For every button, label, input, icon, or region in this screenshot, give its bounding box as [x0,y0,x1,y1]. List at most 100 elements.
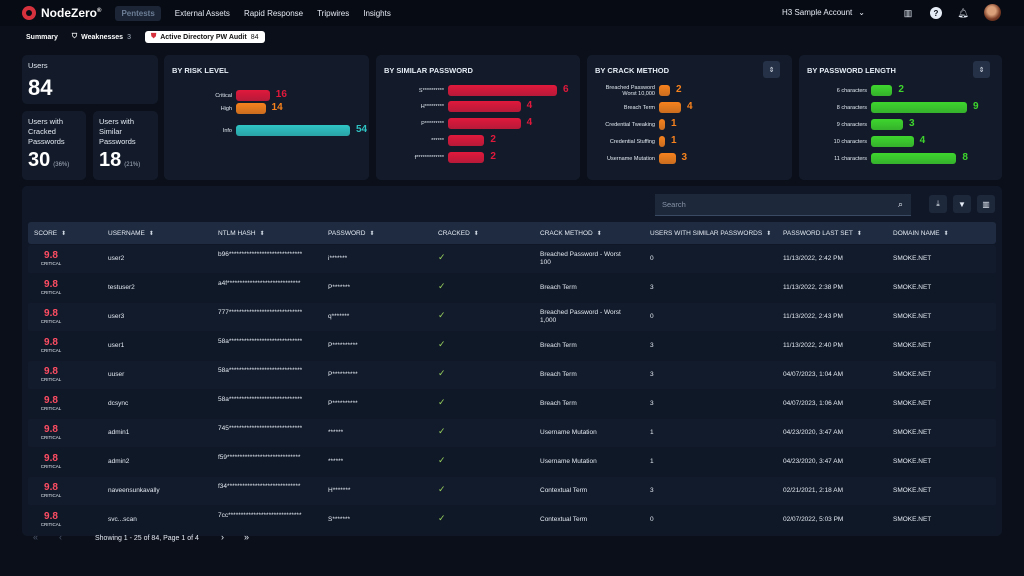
download-button[interactable]: ⤓ [929,195,947,213]
bar[interactable] [871,85,893,96]
score-level: CRITICAL [40,493,62,498]
score-value: 9.8 [44,308,58,319]
table-row[interactable]: 9.8 CRITICAL admin1 745********************… [28,419,996,447]
score-level: CRITICAL [40,522,62,527]
nav-item-pentests[interactable]: Pentests [115,5,161,21]
hash-cell: 745***************************** [218,425,303,432]
table-row[interactable]: 9.8 CRITICAL testuser2 a4f*****************… [28,274,996,302]
bar[interactable] [659,85,670,96]
similar-count-cell: 1 [650,429,654,436]
hash-cell: a4f***************************** [218,280,301,287]
bar[interactable] [448,135,485,146]
bar-value-label: 8 [962,152,968,163]
similar-card: Users with Similar Passwords 18 (21%) [93,111,158,180]
account-selector[interactable]: H3 Sample Account ⌄ [782,8,865,17]
sort-button[interactable]: ⇕ [763,61,780,78]
nav-item-external-assets[interactable]: External Assets [174,8,230,18]
bar[interactable] [448,152,485,163]
table-row[interactable]: 9.8 CRITICAL user1 58a*********************… [28,332,996,360]
help-icon[interactable]: ? [930,7,942,19]
bar[interactable] [659,119,665,130]
bar[interactable] [236,90,270,101]
column-header-label: DOMAIN NAME [893,230,940,237]
similar-count-cell: 0 [650,516,654,523]
subtab-active-directory-pw-audit[interactable]: ⛊ Active Directory PW Audit 84 [144,31,265,43]
score-level: CRITICAL [40,377,62,382]
bar-category-label: High [220,106,232,112]
bar-value-label: 4 [687,101,693,112]
cracked-cell: ✓ [438,252,446,262]
nav-item-rapid-response[interactable]: Rapid Response [243,8,304,18]
bar[interactable] [448,101,521,112]
column-header-label: PASSWORD [328,230,366,237]
table-row[interactable]: 9.8 CRITICAL admin2 f59********************… [28,448,996,476]
table-row[interactable]: 9.8 CRITICAL uuser 58a*********************… [28,361,996,389]
column-header-domain-name[interactable]: DOMAIN NAME ⬍ [893,230,949,237]
columns-button[interactable]: ▥ [977,195,995,213]
bar[interactable] [871,119,903,130]
column-header-users-with-similar-passwords[interactable]: USERS WITH SIMILAR PASSWORDS ⬍ [650,230,771,237]
bar[interactable] [871,153,957,164]
score-value: 9.8 [44,424,58,435]
bar[interactable] [448,118,521,129]
table-row[interactable]: 9.8 CRITICAL user3 777*********************… [28,303,996,331]
cracked-cell: ✓ [438,339,446,349]
table-header: SCORE ⬍ USERNAME ⬍ NTLM HASH ⬍ PASSWORD ⬍ CRACKE… [28,222,996,244]
bar-value-label: 6 [563,84,569,95]
column-header-password[interactable]: PASSWORD ⬍ [328,230,374,237]
column-header-score[interactable]: SCORE ⬍ [34,230,66,237]
map-icon[interactable]: ▥ [903,7,913,18]
subtab-weaknesses[interactable]: ⛉ Weaknesses 3 [72,33,131,41]
last-page-button[interactable]: » [244,532,250,542]
next-page-button[interactable]: › [221,532,224,542]
search-icon[interactable]: ⌕ [897,199,903,209]
bar[interactable] [659,153,676,164]
hash-cell: f34***************************** [218,483,301,490]
column-header-ntlm-hash[interactable]: NTLM HASH ⬍ [218,230,265,237]
similar-count-cell: 3 [650,400,654,407]
subtab-summary[interactable]: Summary [26,34,58,41]
bell-icon[interactable]: 🔔︎ [957,7,969,18]
bar[interactable] [659,102,681,113]
score-value: 9.8 [44,366,58,377]
nav-item-tripwires[interactable]: Tripwires [317,8,350,18]
avatar[interactable] [984,4,1001,21]
prev-page-button[interactable]: ‹ [59,532,62,542]
bar[interactable] [871,102,967,113]
first-page-button[interactable]: « [33,532,39,542]
column-header-password-last-set[interactable]: PASSWORD LAST SET ⬍ [783,230,862,237]
table-row[interactable]: 9.8 CRITICAL user2 b96*********************… [28,245,996,273]
users-label: Users [28,61,48,70]
column-header-username[interactable]: USERNAME ⬍ [108,230,154,237]
nodezero-logo[interactable]: NodeZero® [22,6,101,20]
filter-button[interactable]: ▼ [953,195,971,213]
bar-category-label: Critical [215,93,232,99]
table-row[interactable]: 9.8 CRITICAL svc...scan 7cc****************… [28,506,996,534]
bar[interactable] [448,85,557,96]
bar[interactable] [236,125,350,136]
bar-category-label: f************* [414,155,444,161]
column-header-label: CRACK METHOD [540,230,593,237]
column-header-label: USERNAME [108,230,145,237]
column-header-crack-method[interactable]: CRACK METHOD ⬍ [540,230,602,237]
table-row[interactable]: 9.8 CRITICAL dcsync 58a********************… [28,390,996,418]
last-set-cell: 04/07/2023, 1:04 AM [783,371,843,378]
similar-count-cell: 3 [650,487,654,494]
bar[interactable] [659,136,665,147]
bar-category-label: H********* [420,104,444,110]
search-input[interactable]: Search ⌕ [655,194,911,216]
search-placeholder: Search [662,200,686,209]
last-set-cell: 04/23/2020, 3:47 AM [783,458,843,465]
sort-arrows-icon: ⬍ [259,231,265,237]
hash-cell: 7cc***************************** [218,512,302,519]
crack-method-chart: BY CRACK METHOD ⇕ Breached Password Worst … [587,55,792,180]
nav-item-insights[interactable]: Insights [363,8,391,18]
table-row[interactable]: 9.8 CRITICAL naveensunkavally f34**********… [28,477,996,505]
sort-button[interactable]: ⇕ [973,61,990,78]
bar[interactable] [871,136,914,147]
bar[interactable] [236,103,266,114]
bar-category-label: 9 characters [836,122,867,128]
top-nav-bar: NodeZero® Pentests External Assets Rapid R… [0,0,1024,26]
column-header-cracked[interactable]: CRACKED ⬍ [438,230,479,237]
similar-count-cell: 3 [650,371,654,378]
